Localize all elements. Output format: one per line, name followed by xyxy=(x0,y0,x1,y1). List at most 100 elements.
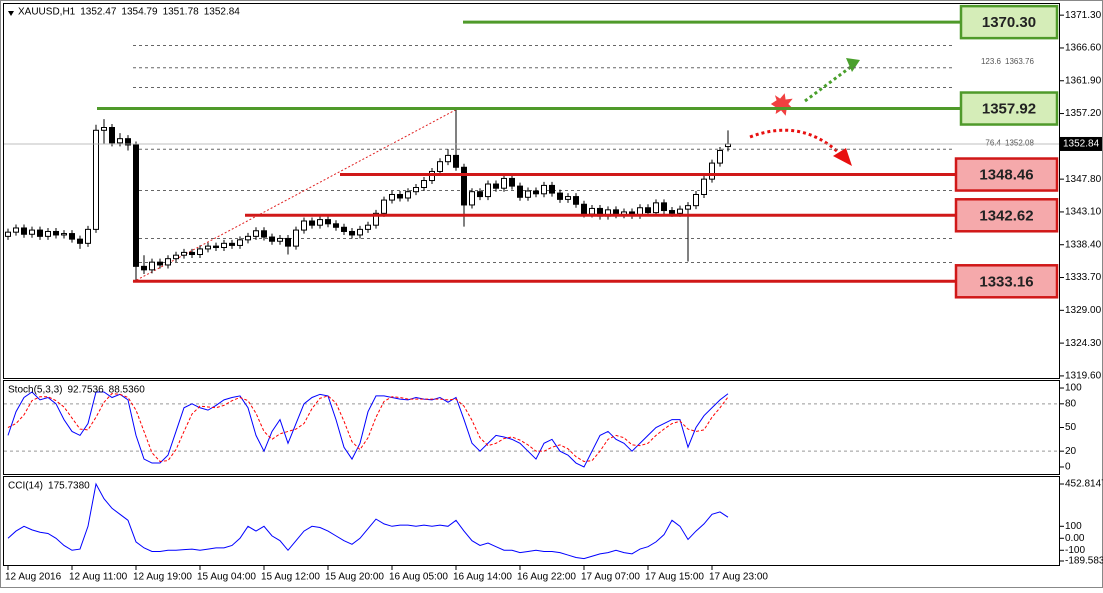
candle-body xyxy=(405,191,411,199)
candle-body xyxy=(557,192,563,200)
candle-body xyxy=(325,219,331,225)
candle-body xyxy=(245,235,251,241)
candle-body xyxy=(173,254,179,260)
x-tick-label: 15 Aug 04:00 xyxy=(197,572,256,583)
y-tick-label: 0 xyxy=(1065,462,1071,473)
candle-body xyxy=(61,233,67,236)
level-label: 1342.62 xyxy=(979,207,1033,224)
candle-body xyxy=(565,196,571,200)
cci-pane xyxy=(3,476,1060,566)
current-price-box xyxy=(1060,136,1102,151)
fib-price-label: 1363.76 xyxy=(1005,57,1034,66)
y-tick-label: 100 xyxy=(1065,383,1082,394)
header-text: 1354.79 xyxy=(121,7,158,18)
x-tick-label: 12 Aug 19:00 xyxy=(133,572,192,583)
header-text: Stoch(5,3,3) xyxy=(8,385,62,396)
candle-body xyxy=(189,251,195,255)
candle-body xyxy=(309,220,315,226)
candle-body xyxy=(685,205,691,210)
level-label: 1333.16 xyxy=(979,273,1033,290)
current-price-label: 1352.84 xyxy=(1063,139,1100,150)
level-box xyxy=(959,4,1059,40)
level-box xyxy=(954,264,1059,299)
candle-body xyxy=(317,219,323,226)
candle-body xyxy=(485,183,491,198)
header-text: 1352.84 xyxy=(204,7,241,18)
header-text: 1351.78 xyxy=(163,7,200,18)
candle-body xyxy=(221,242,227,249)
down-arrow xyxy=(749,128,839,154)
fib-level-label: 76.4 xyxy=(985,138,1001,147)
x-tick-label: 15 Aug 20:00 xyxy=(325,572,384,583)
candle-body xyxy=(365,224,371,230)
candle-body xyxy=(445,154,451,163)
y-tick-label: 452.8147 xyxy=(1065,479,1103,490)
candle-body xyxy=(117,138,123,144)
candle-body xyxy=(349,230,355,236)
candle-body xyxy=(461,166,467,206)
x-tick-label: 17 Aug 23:00 xyxy=(709,572,768,583)
y-tick-label: 1366.60 xyxy=(1065,43,1102,54)
y-tick-label: 20 xyxy=(1065,446,1077,457)
candle-body xyxy=(333,223,339,228)
candle-body xyxy=(509,177,515,187)
candle-body xyxy=(453,154,459,168)
candle-body xyxy=(21,227,27,235)
candle-body xyxy=(301,220,307,231)
candle-body xyxy=(29,229,35,235)
y-tick-label: 1338.40 xyxy=(1065,239,1102,250)
up-arrow-head xyxy=(846,58,860,72)
y-tick-label: -100 xyxy=(1065,545,1085,556)
candle-body xyxy=(469,191,475,206)
candle-body xyxy=(725,143,731,148)
candle-body xyxy=(653,202,659,214)
y-tick-label: 1343.10 xyxy=(1065,207,1102,218)
candle-body xyxy=(165,258,171,266)
x-tick-label: 12 Aug 11:00 xyxy=(69,572,128,583)
header-text: 1352.47 xyxy=(80,7,117,18)
level-label: 1348.46 xyxy=(979,167,1033,184)
y-tick-label: -189.5837 xyxy=(1065,556,1103,567)
level-box xyxy=(959,91,1059,126)
candle-body xyxy=(581,203,587,215)
candle-body xyxy=(517,185,523,198)
y-tick-label: 0.00 xyxy=(1065,533,1085,544)
plot-layer: 1371.30 1366.60 1361.90 1357.20 1347.80 1343.… xyxy=(4,4,1103,583)
candle-body xyxy=(541,184,547,195)
candle-body xyxy=(85,228,91,244)
candle-body xyxy=(37,229,43,237)
x-tick-label: 16 Aug 14:00 xyxy=(453,572,512,583)
candle-body xyxy=(669,210,675,214)
candle-body xyxy=(493,183,499,189)
y-tick-label: 1329.00 xyxy=(1065,305,1102,316)
y-tick-label: 100 xyxy=(1065,521,1082,532)
y-tick-label: 1371.30 xyxy=(1065,10,1102,21)
y-tick-label: 1357.20 xyxy=(1065,108,1102,119)
candle-body xyxy=(269,236,275,242)
x-tick-label: 15 Aug 12:00 xyxy=(261,572,320,583)
candle-body xyxy=(213,245,219,249)
candle-body xyxy=(661,202,667,212)
candle-body xyxy=(285,237,291,247)
candle-body xyxy=(573,196,579,205)
x-tick-label: 17 Aug 15:00 xyxy=(645,572,704,583)
candle-body xyxy=(293,229,299,247)
candle-body xyxy=(261,230,267,238)
header-text: XAUUSD,H1 xyxy=(18,7,76,18)
candle-body xyxy=(149,261,155,271)
candle-body xyxy=(205,245,211,250)
candle-body xyxy=(237,239,243,246)
candle-body xyxy=(525,190,531,198)
y-tick-label: 50 xyxy=(1065,422,1077,433)
candle-body xyxy=(13,227,19,233)
candle-body xyxy=(197,248,203,255)
candle-body xyxy=(421,180,427,189)
y-tick-label: 1319.60 xyxy=(1065,371,1102,382)
candle-body xyxy=(93,129,99,230)
y-tick-label: 80 xyxy=(1065,398,1077,409)
candle-body xyxy=(5,231,11,237)
candle-body xyxy=(373,212,379,226)
fib-trend xyxy=(132,106,462,283)
candle-body xyxy=(477,191,483,198)
